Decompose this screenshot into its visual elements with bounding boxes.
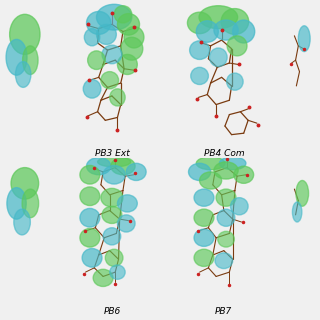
Ellipse shape [6,39,27,75]
Ellipse shape [217,209,235,226]
Ellipse shape [196,21,218,42]
Ellipse shape [111,157,135,175]
Text: PB7: PB7 [215,307,232,316]
Ellipse shape [200,172,222,189]
Ellipse shape [98,157,131,167]
Ellipse shape [80,165,100,184]
Ellipse shape [190,41,210,60]
Ellipse shape [233,20,255,43]
Ellipse shape [191,67,208,84]
Ellipse shape [296,180,308,206]
Ellipse shape [227,36,247,56]
Ellipse shape [218,231,234,247]
Text: PB6: PB6 [103,307,121,316]
Ellipse shape [188,163,211,180]
Ellipse shape [114,6,132,23]
Ellipse shape [101,188,123,207]
Ellipse shape [102,206,122,223]
Ellipse shape [196,157,225,170]
Ellipse shape [80,228,100,247]
Ellipse shape [82,249,102,267]
Ellipse shape [215,253,233,268]
Ellipse shape [117,54,137,75]
Ellipse shape [194,189,214,206]
Ellipse shape [234,166,254,183]
Text: PB4 Com: PB4 Com [204,149,244,158]
Ellipse shape [117,14,140,35]
Ellipse shape [292,202,302,222]
Ellipse shape [11,168,39,199]
Ellipse shape [101,72,118,89]
Ellipse shape [216,189,236,206]
Ellipse shape [298,26,310,52]
Ellipse shape [230,198,248,215]
Ellipse shape [80,208,100,227]
Ellipse shape [7,188,26,219]
Ellipse shape [188,12,212,34]
Ellipse shape [194,249,214,267]
Ellipse shape [210,48,227,67]
Ellipse shape [23,46,38,75]
Ellipse shape [10,14,40,54]
Ellipse shape [110,265,125,279]
Ellipse shape [14,209,30,235]
Ellipse shape [221,9,249,34]
Ellipse shape [214,20,238,40]
Ellipse shape [214,162,238,179]
Ellipse shape [105,249,123,267]
Ellipse shape [121,37,143,60]
Ellipse shape [86,157,111,175]
Ellipse shape [86,12,111,34]
Ellipse shape [96,4,132,30]
Ellipse shape [80,187,100,205]
Ellipse shape [194,229,214,246]
Ellipse shape [93,269,113,286]
Ellipse shape [220,157,246,170]
Ellipse shape [227,73,243,90]
Ellipse shape [103,165,125,184]
Ellipse shape [194,209,214,226]
Text: PB3 Ext: PB3 Ext [94,149,129,158]
Ellipse shape [110,89,125,106]
Ellipse shape [96,24,116,44]
Ellipse shape [88,51,105,69]
Ellipse shape [199,6,238,29]
Ellipse shape [117,215,135,232]
Ellipse shape [102,45,122,64]
Ellipse shape [103,228,121,245]
Ellipse shape [124,27,144,48]
Ellipse shape [126,163,146,180]
Ellipse shape [15,61,31,87]
Ellipse shape [22,189,39,218]
Ellipse shape [83,79,101,98]
Ellipse shape [117,195,137,212]
Ellipse shape [84,29,100,46]
